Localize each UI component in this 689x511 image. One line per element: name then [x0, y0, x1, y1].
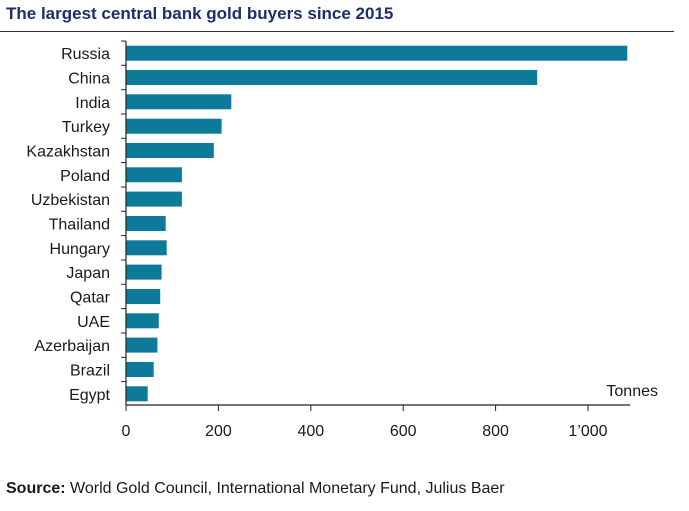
bar-russia [126, 45, 628, 61]
category-label-japan: Japan [66, 265, 110, 282]
x-tick-label: 600 [390, 423, 417, 440]
category-label-kazakhstan: Kazakhstan [26, 144, 110, 161]
category-label-thailand: Thailand [49, 217, 110, 234]
bar-brazil [126, 362, 154, 377]
bar-india [126, 94, 232, 110]
bar-hungary [126, 240, 167, 256]
bar-egypt [126, 386, 148, 402]
x-tick-label: 1’000 [568, 423, 607, 440]
bar-poland [126, 167, 182, 183]
source-text: World Gold Council, International Moneta… [70, 480, 505, 497]
x-tick-label: 200 [205, 423, 232, 440]
bar-china [126, 70, 538, 85]
x-tick-label: 0 [122, 423, 131, 440]
category-label-india: India [75, 95, 110, 112]
title-divider [0, 31, 674, 32]
category-label-russia: Russia [61, 46, 110, 63]
bar-azerbaijan [126, 337, 158, 353]
x-tick-label: 800 [482, 423, 509, 440]
x-tick-label: 400 [297, 423, 324, 440]
category-label-qatar: Qatar [70, 290, 111, 307]
category-label-brazil: Brazil [70, 363, 110, 380]
category-label-azerbaijan: Azerbaijan [34, 338, 110, 355]
bar-japan [126, 264, 162, 280]
bar-kazakhstan [126, 143, 214, 158]
chart-title: The largest central bank gold buyers sin… [6, 4, 394, 23]
bar-turkey [126, 118, 222, 134]
bar-thailand [126, 216, 166, 231]
category-label-uzbekistan: Uzbekistan [31, 192, 110, 209]
x-axis-unit-label: Tonnes [606, 383, 658, 400]
category-label-egypt: Egypt [69, 387, 110, 404]
bar-uzbekistan [126, 191, 182, 207]
source-label: Source: [6, 480, 66, 497]
category-label-turkey: Turkey [62, 119, 110, 136]
category-label-china: China [68, 71, 110, 88]
bar-chart: Russia China India Turkey Kazakhstan Poland Uz… [26, 40, 658, 440]
bar-qatar [126, 289, 161, 304]
category-label-hungary: Hungary [50, 241, 110, 258]
source-note: Source: World Gold Council, Internationa… [6, 480, 505, 498]
bar-uae [126, 313, 159, 329]
category-label-uae: UAE [77, 314, 110, 331]
category-label-poland: Poland [60, 168, 110, 185]
